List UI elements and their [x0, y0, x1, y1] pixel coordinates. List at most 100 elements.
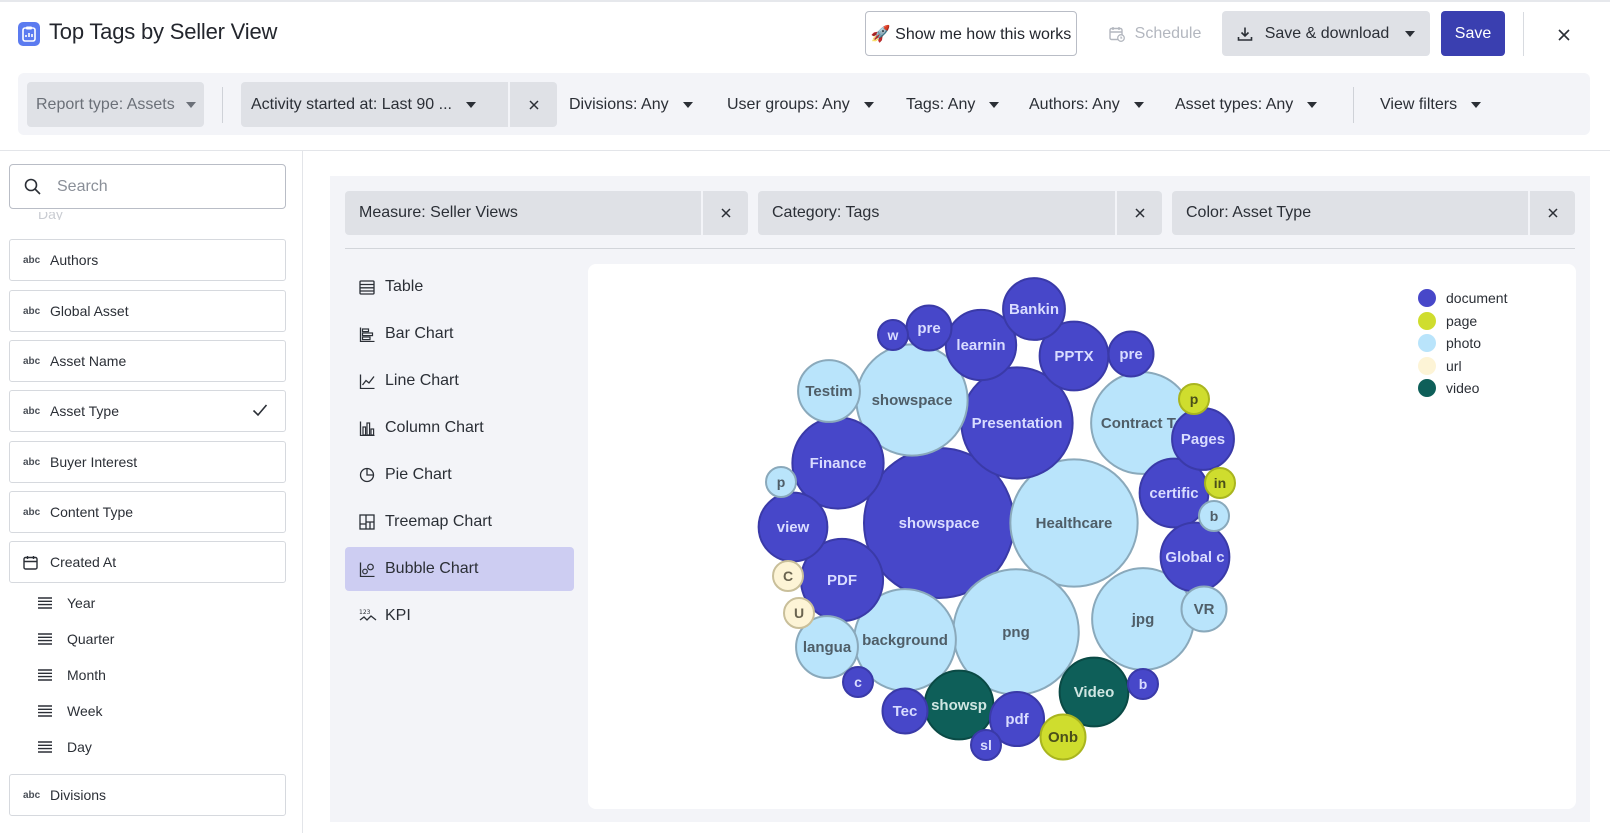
report-type-filter[interactable]: Report type: Assets — [27, 82, 204, 127]
asset-types-filter[interactable]: Asset types: Any — [1175, 82, 1318, 127]
legend-item-page[interactable]: page — [1418, 310, 1507, 333]
bubble-photo[interactable]: langua — [795, 615, 859, 679]
legend-item-document[interactable]: document — [1418, 287, 1507, 310]
bubble-circle[interactable] — [1204, 467, 1236, 499]
date-part-year[interactable]: Year — [38, 591, 95, 615]
measure-chip[interactable]: Measure: Seller Views — [345, 191, 748, 235]
bubble-circle[interactable] — [1009, 458, 1139, 588]
bubble-document[interactable]: view — [757, 491, 829, 563]
view-filters-dropdown[interactable]: View filters — [1380, 82, 1482, 127]
bubble-video[interactable]: Video — [1058, 656, 1130, 728]
field-divisions[interactable]: abc Divisions — [9, 774, 286, 816]
legend-item-url[interactable]: url — [1418, 355, 1507, 378]
bubble-circle[interactable] — [842, 666, 874, 698]
remove-measure-button[interactable] — [701, 191, 748, 235]
bubble-circle[interactable] — [1127, 668, 1159, 700]
bubble-url[interactable]: C — [772, 560, 804, 592]
field-asset-type[interactable]: abc Asset Type — [9, 390, 286, 432]
clear-activity-filter-button[interactable] — [510, 82, 557, 127]
bubble-document[interactable]: pre — [905, 304, 953, 352]
bubble-photo[interactable]: Testim — [797, 359, 861, 423]
bubble-circle[interactable] — [765, 466, 797, 498]
bubble-document[interactable]: PPTX — [1038, 320, 1110, 392]
bubble-document[interactable]: pdf — [988, 690, 1046, 748]
color-chip[interactable]: Color: Asset Type — [1172, 191, 1575, 235]
bubble-document[interactable]: certific — [1138, 457, 1210, 529]
chart-type-pie[interactable]: Pie Chart — [345, 453, 574, 497]
bubble-video[interactable]: showsp — [923, 669, 995, 741]
bubble-photo[interactable]: p — [765, 466, 797, 498]
legend-item-photo[interactable]: photo — [1418, 332, 1507, 355]
schedule-button[interactable]: Schedule — [1100, 11, 1210, 56]
bubble-circle[interactable] — [772, 560, 804, 592]
chart-type-line[interactable]: Line Chart — [345, 359, 574, 403]
bubble-document[interactable]: Pages — [1171, 407, 1235, 471]
bubble-document[interactable]: Global c — [1159, 521, 1231, 593]
bubble-circle[interactable] — [988, 690, 1046, 748]
bubble-document[interactable]: w — [877, 319, 909, 351]
bubble-circle[interactable] — [1198, 500, 1230, 532]
bubble-page[interactable]: Onb — [1039, 713, 1087, 761]
bubble-url[interactable]: U — [783, 597, 815, 629]
bubble-circle[interactable] — [970, 729, 1002, 761]
chart-type-bar[interactable]: Bar Chart — [345, 312, 574, 356]
activity-started-filter[interactable]: Activity started at: Last 90 ... — [241, 82, 508, 127]
bubble-circle[interactable] — [1002, 277, 1066, 341]
tags-filter[interactable]: Tags: Any — [906, 82, 1000, 127]
bubble-document[interactable]: b — [1127, 668, 1159, 700]
close-button[interactable] — [1551, 22, 1577, 48]
bubble-page[interactable]: p — [1178, 383, 1210, 415]
bubble-circle[interactable] — [795, 615, 859, 679]
bubble-document[interactable]: Tec — [881, 687, 929, 735]
remove-category-button[interactable] — [1115, 191, 1162, 235]
field-buyer-interest[interactable]: abc Buyer Interest — [9, 441, 286, 483]
bubble-photo[interactable]: b — [1198, 500, 1230, 532]
bubble-circle[interactable] — [1058, 656, 1130, 728]
bubble-circle[interactable] — [1178, 383, 1210, 415]
search-input[interactable] — [57, 177, 257, 196]
chart-type-kpi[interactable]: 123 KPI — [345, 594, 574, 638]
bubble-document[interactable]: c — [842, 666, 874, 698]
show-me-how-button[interactable]: 🚀 Show me how this works — [865, 11, 1077, 56]
legend-item-video[interactable]: video — [1418, 377, 1507, 400]
divisions-filter[interactable]: Divisions: Any — [569, 82, 693, 127]
field-created-at[interactable]: Created At — [9, 541, 286, 583]
bubble-document[interactable]: learnin — [944, 308, 1018, 382]
bubble-circle[interactable] — [797, 359, 861, 423]
chart-type-treemap[interactable]: Treemap Chart — [345, 500, 574, 544]
field-global-asset[interactable]: abc Global Asset — [9, 290, 286, 332]
bubble-circle[interactable] — [783, 597, 815, 629]
chart-type-column[interactable]: Column Chart — [345, 406, 574, 450]
date-part-quarter[interactable]: Quarter — [38, 627, 114, 651]
bubble-document[interactable]: Presentation — [960, 366, 1074, 480]
date-part-month[interactable]: Month — [38, 663, 106, 687]
bubble-circle[interactable] — [1107, 330, 1155, 378]
bubble-circle[interactable] — [877, 319, 909, 351]
bubble-photo[interactable]: background — [853, 588, 957, 692]
bubble-circle[interactable] — [881, 687, 929, 735]
save-download-button[interactable]: Save & download — [1222, 11, 1430, 56]
bubble-document[interactable]: pre — [1107, 330, 1155, 378]
authors-filter[interactable]: Authors: Any — [1029, 82, 1144, 127]
bubble-circle[interactable] — [1039, 713, 1087, 761]
user-groups-filter[interactable]: User groups: Any — [727, 82, 874, 127]
chart-type-table[interactable]: Table — [345, 265, 574, 309]
bubble-document[interactable]: Bankin — [1002, 277, 1066, 341]
date-part-day[interactable]: Day — [38, 735, 92, 759]
bubble-photo[interactable]: Healthcare — [1009, 458, 1139, 588]
bubble-circle[interactable] — [944, 308, 1018, 382]
bubble-photo[interactable]: Contract Te — [1090, 371, 1194, 475]
save-button[interactable]: Save — [1441, 11, 1505, 56]
bubble-document[interactable]: sl — [970, 729, 1002, 761]
field-authors[interactable]: abc Authors — [9, 239, 286, 281]
category-chip[interactable]: Category: Tags — [758, 191, 1162, 235]
bubble-circle[interactable] — [1180, 585, 1228, 633]
date-part-week[interactable]: Week — [38, 699, 103, 723]
bubble-document[interactable]: showspace — [863, 447, 1015, 599]
chart-type-bubble[interactable]: Bubble Chart — [345, 547, 574, 591]
field-content-type[interactable]: abc Content Type — [9, 491, 286, 533]
bubble-photo[interactable]: VR — [1180, 585, 1228, 633]
remove-color-button[interactable] — [1528, 191, 1575, 235]
bubble-page[interactable]: in — [1204, 467, 1236, 499]
field-asset-name[interactable]: abc Asset Name — [9, 340, 286, 382]
